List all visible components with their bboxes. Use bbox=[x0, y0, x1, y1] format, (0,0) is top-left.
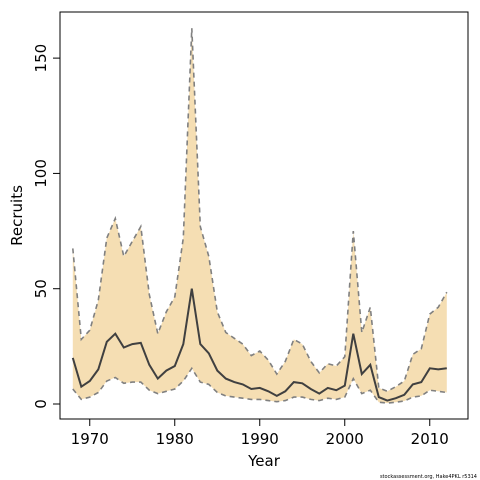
upper-bound-line bbox=[72, 28, 448, 393]
x-tick-label: 1970 bbox=[71, 430, 109, 448]
y-axis-title: Recruits bbox=[8, 185, 26, 246]
y-tick-label: 0 bbox=[32, 399, 50, 409]
median-line bbox=[71, 288, 447, 402]
plot-frame bbox=[59, 11, 469, 420]
credit-text: stockassessment.org, Hake4PKL r5314 bbox=[380, 474, 477, 480]
x-tick-label: 1990 bbox=[241, 430, 279, 448]
y-tick-label: 100 bbox=[32, 159, 50, 188]
y-axis: 0 50 100 150 bbox=[32, 44, 60, 409]
y-tick-label: 150 bbox=[32, 44, 50, 73]
x-axis: 1970 1980 1990 2000 2010 bbox=[71, 419, 449, 448]
x-tick-label: 1980 bbox=[156, 430, 194, 448]
x-axis-title: Year bbox=[247, 452, 281, 470]
x-tick-label: 2010 bbox=[411, 430, 449, 448]
interval-band bbox=[72, 28, 447, 404]
x-tick-label: 2000 bbox=[326, 430, 364, 448]
lower-bound-line bbox=[72, 366, 447, 404]
y-tick-label: 50 bbox=[32, 279, 50, 298]
